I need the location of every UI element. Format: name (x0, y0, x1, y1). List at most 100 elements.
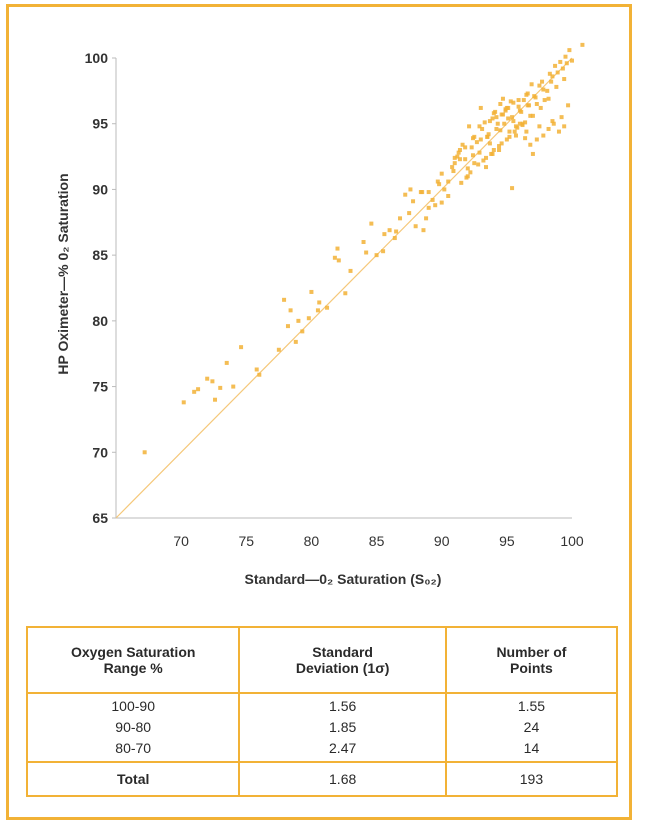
identity-reference-line (115, 57, 573, 519)
data-point (551, 121, 556, 126)
table-cell: 1.55 (517, 698, 546, 714)
data-point (491, 148, 496, 152)
data-point (533, 95, 538, 100)
x-tick-label: 85 (369, 533, 385, 549)
y-tick-label: 65 (92, 510, 108, 526)
data-point (528, 113, 533, 118)
num-points-column: 1.55 24 14 (444, 692, 619, 763)
data-point (218, 385, 223, 390)
data-point (580, 42, 585, 47)
table-cell: 80-70 (115, 740, 152, 756)
data-point (528, 142, 533, 147)
data-point (520, 123, 525, 128)
data-point (490, 116, 495, 121)
y-tick-label: 100 (85, 50, 109, 66)
data-point (457, 148, 462, 152)
data-point (452, 161, 457, 166)
data-point (205, 376, 210, 381)
data-point (394, 229, 399, 234)
data-point (254, 367, 259, 372)
x-tick-label: 70 (173, 533, 189, 549)
data-point (210, 379, 215, 384)
data-point (439, 200, 444, 205)
data-point (315, 308, 320, 313)
data-point (494, 115, 499, 120)
data-point (478, 105, 483, 110)
table-cell: 24 (523, 719, 540, 735)
data-point (285, 324, 290, 329)
data-point (558, 59, 563, 64)
header-range: Oxygen Saturation Range % (25, 626, 241, 694)
data-point (306, 316, 311, 321)
data-point (224, 360, 229, 365)
data-point (538, 105, 543, 110)
data-point (474, 140, 479, 145)
data-point (499, 112, 504, 117)
data-point (426, 190, 431, 195)
data-point (437, 182, 442, 187)
data-point (392, 236, 397, 241)
data-point (550, 119, 555, 124)
total-label: Total (25, 761, 241, 797)
y-tick-labels: 65 70 75 80 85 90 95 100 (85, 50, 116, 526)
data-point (511, 100, 516, 105)
data-point (484, 155, 489, 160)
data-point (343, 291, 348, 296)
data-point (426, 205, 431, 210)
data-point (433, 203, 438, 208)
data-point (498, 128, 503, 133)
data-point (562, 77, 567, 82)
data-point (559, 115, 564, 120)
data-point (497, 148, 502, 152)
data-point (335, 246, 340, 251)
data-point (465, 166, 470, 171)
data-point (529, 82, 534, 87)
data-point (478, 137, 483, 142)
data-point (485, 134, 490, 139)
data-point (463, 145, 468, 150)
data-point (361, 240, 366, 244)
data-point (487, 119, 492, 124)
data-point (510, 186, 515, 191)
data-point (477, 124, 482, 129)
data-point (336, 258, 341, 263)
total-points: 193 (444, 761, 619, 797)
data-point (546, 126, 551, 131)
data-point (196, 387, 201, 392)
data-point (553, 63, 558, 68)
data-point (490, 151, 495, 156)
data-point (554, 84, 559, 89)
data-point (494, 126, 499, 131)
data-point (542, 98, 547, 103)
data-point (293, 339, 298, 344)
data-point (570, 58, 574, 63)
data-point (567, 48, 572, 53)
y-tick-label: 95 (92, 116, 108, 132)
data-point (524, 129, 529, 134)
data-point (523, 120, 528, 125)
data-point (348, 268, 353, 273)
table-cell: 14 (523, 740, 540, 756)
data-point (563, 54, 568, 59)
data-point (482, 120, 487, 125)
x-axis-label: Standard—0₂ Saturation (S₀₂) (245, 571, 442, 587)
data-point (192, 389, 197, 394)
data-point (555, 70, 560, 75)
data-point (516, 98, 521, 103)
data-point (477, 150, 482, 155)
data-point (369, 221, 374, 226)
y-axis-label: HP Oximeter—% 0₂ Saturation (55, 173, 71, 374)
data-point (387, 228, 392, 233)
data-point (456, 150, 461, 155)
data-point (420, 190, 425, 195)
data-point (407, 211, 412, 216)
table-cell: 1.56 (329, 698, 357, 714)
data-point (181, 400, 186, 405)
data-point (534, 102, 539, 106)
data-point (512, 129, 517, 134)
data-point (499, 141, 504, 146)
data-point (467, 124, 472, 129)
data-point (537, 83, 542, 88)
data-point (213, 397, 218, 402)
y-tick-label: 80 (92, 313, 108, 329)
